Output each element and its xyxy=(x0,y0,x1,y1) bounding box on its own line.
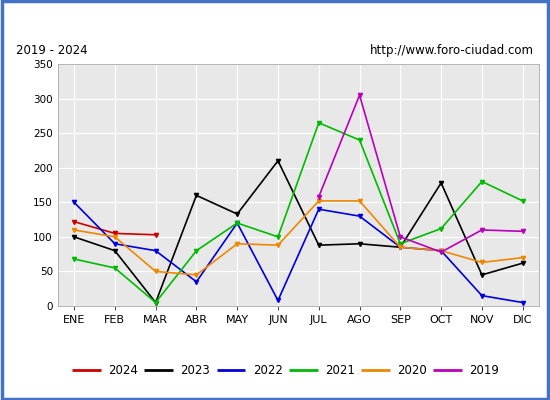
2022 xyxy=(519,300,526,305)
2021 xyxy=(478,179,485,184)
2024 xyxy=(112,231,118,236)
2023 xyxy=(316,243,322,248)
2023 xyxy=(152,300,159,305)
Text: 2023: 2023 xyxy=(180,364,210,378)
2022 xyxy=(397,245,404,250)
2020 xyxy=(356,198,363,203)
2021 xyxy=(193,248,200,253)
2020 xyxy=(397,245,404,250)
2019 xyxy=(438,250,444,254)
Text: http://www.foro-ciudad.com: http://www.foro-ciudad.com xyxy=(370,44,534,57)
2022 xyxy=(152,248,159,253)
Line: 2023: 2023 xyxy=(72,159,525,305)
2022 xyxy=(438,248,444,253)
2023 xyxy=(438,180,444,185)
2021 xyxy=(274,234,281,239)
Line: 2021: 2021 xyxy=(72,121,525,305)
2023 xyxy=(274,158,281,163)
2023 xyxy=(193,193,200,198)
2019 xyxy=(397,234,404,239)
Line: 2020: 2020 xyxy=(72,199,525,277)
2022 xyxy=(193,279,200,284)
2019 xyxy=(356,93,363,98)
2021 xyxy=(71,256,78,261)
2020 xyxy=(519,255,526,260)
2024 xyxy=(71,219,78,224)
2020 xyxy=(438,248,444,253)
2020 xyxy=(274,243,281,248)
2020 xyxy=(152,269,159,274)
2021 xyxy=(519,198,526,203)
2023 xyxy=(397,245,404,250)
Text: 2019: 2019 xyxy=(469,364,499,378)
2020 xyxy=(234,241,240,246)
2020 xyxy=(478,260,485,265)
2019 xyxy=(519,229,526,234)
2022 xyxy=(316,207,322,212)
Text: 2019 - 2024: 2019 - 2024 xyxy=(16,44,88,57)
2021 xyxy=(112,266,118,270)
2023 xyxy=(71,234,78,239)
2024 xyxy=(152,232,159,237)
Text: 2021: 2021 xyxy=(325,364,355,378)
Text: 2024: 2024 xyxy=(108,364,138,378)
2021 xyxy=(397,241,404,246)
Text: Evolucion Nº Turistas Nacionales en el municipio de La Torre de l'Espanyol: Evolucion Nº Turistas Nacionales en el m… xyxy=(43,12,507,26)
2020 xyxy=(71,228,78,232)
2023 xyxy=(356,241,363,246)
2022 xyxy=(356,214,363,218)
2022 xyxy=(71,200,78,205)
2020 xyxy=(193,272,200,277)
2022 xyxy=(112,241,118,246)
Line: 2024: 2024 xyxy=(72,220,158,237)
2021 xyxy=(438,226,444,231)
2021 xyxy=(152,300,159,305)
2023 xyxy=(478,272,485,277)
2020 xyxy=(112,234,118,239)
2022 xyxy=(478,293,485,298)
2023 xyxy=(112,248,118,253)
Line: 2022: 2022 xyxy=(72,200,525,305)
2019 xyxy=(478,228,485,232)
2021 xyxy=(316,120,322,125)
Text: 2020: 2020 xyxy=(397,364,427,378)
Text: 2022: 2022 xyxy=(252,364,283,378)
2021 xyxy=(234,221,240,226)
2022 xyxy=(274,298,281,303)
Line: 2019: 2019 xyxy=(317,93,525,254)
2023 xyxy=(519,261,526,266)
2023 xyxy=(234,212,240,216)
2019 xyxy=(316,194,322,199)
2020 xyxy=(316,198,322,203)
2021 xyxy=(356,138,363,142)
2022 xyxy=(234,221,240,226)
